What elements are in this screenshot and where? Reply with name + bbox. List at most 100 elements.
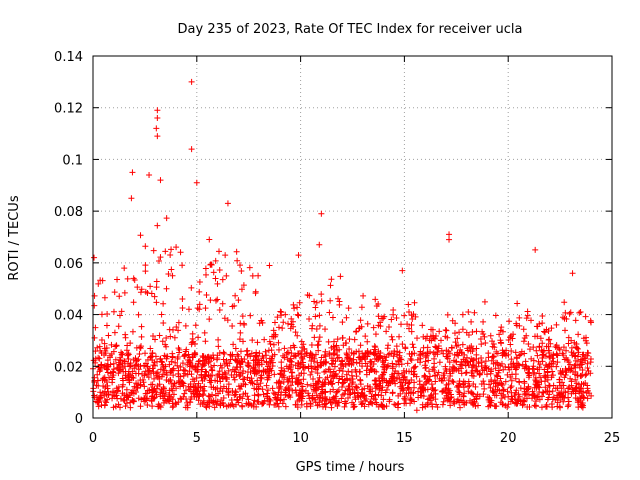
- data-point: [432, 390, 439, 397]
- data-point: [295, 365, 302, 372]
- data-point: [346, 346, 353, 353]
- data-point: [385, 323, 392, 330]
- data-point: [244, 369, 251, 376]
- data-point: [584, 352, 591, 359]
- data-point: [274, 394, 281, 401]
- data-point: [529, 388, 536, 395]
- data-point: [526, 366, 533, 373]
- data-point: [499, 400, 506, 407]
- data-point: [312, 313, 319, 320]
- data-point: [431, 355, 438, 362]
- data-point: [537, 361, 544, 368]
- data-point: [225, 385, 232, 392]
- data-point: [240, 282, 247, 289]
- data-point: [493, 403, 500, 410]
- data-point: [101, 363, 108, 370]
- data-point: [550, 382, 557, 389]
- data-point: [512, 371, 519, 378]
- data-point: [258, 372, 265, 379]
- data-point: [181, 353, 188, 360]
- data-point: [101, 294, 108, 301]
- data-point: [498, 324, 505, 331]
- data-point: [393, 351, 400, 358]
- data-point: [489, 338, 496, 345]
- data-point: [335, 387, 342, 394]
- data-point: [293, 389, 300, 396]
- data-point: [283, 384, 290, 391]
- data-point: [579, 404, 586, 411]
- data-point: [236, 262, 243, 269]
- data-point: [487, 384, 494, 391]
- data-point: [581, 355, 588, 362]
- data-point: [330, 386, 337, 393]
- data-point: [138, 396, 145, 403]
- data-point: [255, 367, 262, 374]
- data-point: [480, 391, 487, 398]
- data-point: [489, 387, 496, 394]
- data-point: [298, 401, 305, 408]
- data-point: [199, 377, 206, 384]
- data-point: [422, 354, 429, 361]
- data-point: [219, 399, 226, 406]
- data-point: [221, 315, 228, 322]
- data-point: [172, 359, 179, 366]
- data-point: [154, 107, 161, 114]
- data-point: [252, 353, 259, 360]
- data-point: [210, 354, 217, 361]
- data-point: [382, 389, 389, 396]
- data-point: [165, 271, 172, 278]
- data-point: [104, 369, 111, 376]
- data-point: [583, 371, 590, 378]
- data-point: [352, 328, 359, 335]
- data-point: [148, 381, 155, 388]
- data-point: [455, 383, 462, 390]
- data-point: [511, 392, 518, 399]
- data-point: [153, 299, 160, 306]
- data-point: [109, 395, 116, 402]
- data-point: [249, 337, 256, 344]
- data-point: [498, 390, 505, 397]
- data-point: [531, 369, 538, 376]
- data-point: [351, 350, 358, 357]
- data-point: [574, 345, 581, 352]
- data-point: [154, 133, 161, 140]
- data-point: [154, 115, 161, 122]
- data-point: [445, 377, 452, 384]
- data-point: [160, 300, 167, 307]
- data-point: [327, 282, 334, 289]
- data-point: [189, 330, 196, 337]
- data-point: [220, 349, 227, 356]
- data-point: [157, 355, 164, 362]
- data-point: [337, 273, 344, 280]
- data-point: [91, 254, 98, 261]
- data-point: [465, 378, 472, 385]
- data-point: [274, 314, 281, 321]
- data-point: [211, 362, 218, 369]
- data-point: [405, 301, 412, 308]
- data-point: [562, 372, 569, 379]
- data-point: [103, 399, 110, 406]
- data-point: [453, 343, 460, 350]
- data-point: [206, 236, 213, 243]
- data-point: [128, 195, 135, 202]
- data-point: [144, 401, 151, 408]
- data-point: [151, 293, 158, 300]
- x-tick-label: 0: [89, 431, 97, 446]
- data-point: [251, 392, 258, 399]
- data-point: [345, 305, 352, 312]
- data-point: [260, 368, 267, 375]
- data-point: [116, 367, 123, 374]
- data-point: [290, 301, 297, 308]
- data-point: [233, 248, 240, 255]
- data-point: [237, 386, 243, 393]
- data-point: [142, 262, 149, 269]
- data-point: [343, 314, 350, 321]
- data-point: [544, 396, 551, 403]
- data-point: [477, 335, 484, 342]
- data-point: [123, 347, 130, 354]
- data-point: [286, 392, 293, 399]
- data-point: [554, 403, 561, 410]
- data-point: [386, 350, 393, 357]
- data-point: [244, 352, 251, 359]
- data-point: [308, 365, 315, 372]
